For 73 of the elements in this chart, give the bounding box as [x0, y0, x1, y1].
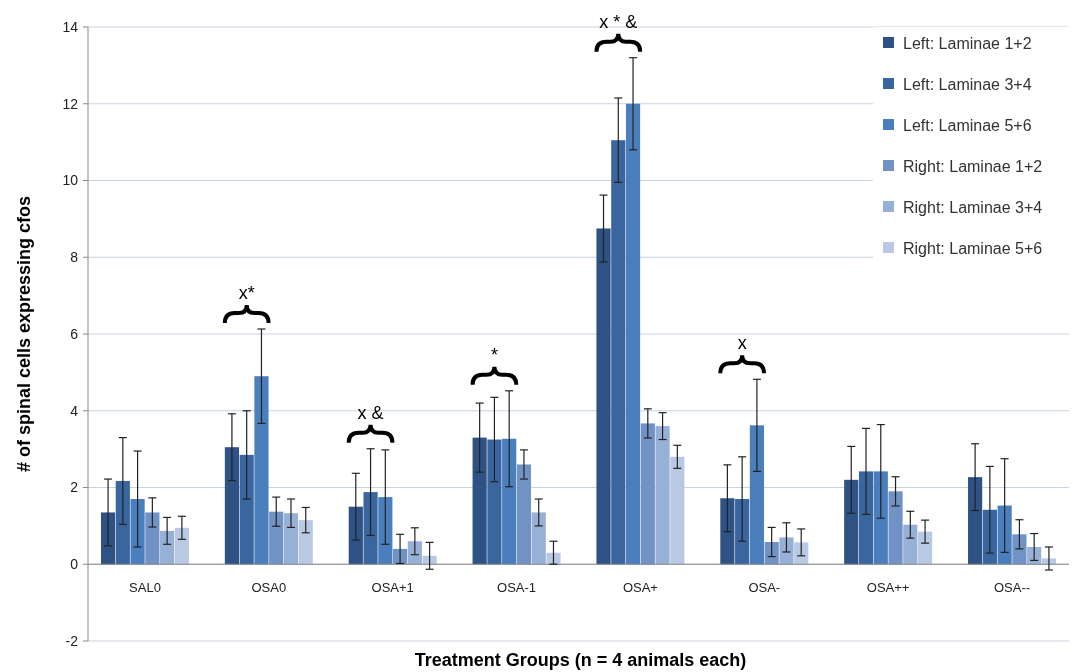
y-tick-label: 0 [70, 556, 79, 573]
x-tick-label: OSA0 [251, 580, 287, 596]
bar [239, 454, 254, 565]
bar [516, 464, 532, 565]
bar [130, 499, 145, 565]
y-tick-label: 12 [62, 95, 79, 112]
bar [283, 513, 299, 565]
y-tick-label: 6 [70, 325, 79, 342]
bar [1027, 546, 1042, 565]
bar [596, 228, 611, 565]
y-axis-title: # of spinal cells expressing cfos [14, 195, 34, 473]
legend-label: Left: Laminae 5+6 [903, 116, 1032, 134]
bar [749, 425, 764, 565]
annotation: x & [357, 402, 384, 423]
annotation: x * & [599, 11, 638, 32]
annotation: x* [238, 283, 255, 304]
x-tick-label: OSA-1 [497, 580, 537, 596]
bar [735, 499, 750, 565]
x-tick-label: OSA- [748, 580, 781, 596]
bar [472, 437, 487, 565]
bar [224, 447, 240, 565]
bar [407, 541, 422, 565]
x-tick-label: OSA+1 [371, 580, 414, 596]
bar [531, 512, 546, 565]
bar [794, 542, 809, 565]
bar [254, 376, 269, 565]
bar [160, 530, 175, 565]
legend-label: Left: Laminae 3+4 [903, 75, 1032, 93]
bar [888, 491, 903, 565]
annotation: * [490, 344, 498, 365]
bar [670, 456, 685, 565]
bar [655, 426, 670, 565]
bar [546, 552, 561, 565]
legend-label: Right: Laminae 3+4 [903, 198, 1043, 216]
bar [145, 512, 160, 565]
y-tick-label: 4 [70, 402, 79, 419]
legend-label: Right: Laminae 5+6 [903, 239, 1043, 257]
legend-label: Left: Laminae 1+2 [903, 34, 1032, 52]
bar [844, 479, 859, 565]
bar [487, 439, 502, 565]
y-tick-label: 10 [62, 172, 79, 189]
bar [917, 531, 933, 565]
bar [968, 477, 983, 565]
bar [764, 541, 779, 565]
x-tick-label: OSA+ [622, 580, 658, 596]
bar [378, 497, 393, 565]
bar [174, 527, 189, 565]
x-tick-label: SAL0 [129, 580, 161, 596]
y-tick-label: 8 [70, 249, 79, 266]
bar [100, 512, 116, 565]
bar [903, 524, 918, 565]
bar [363, 492, 378, 565]
bar [611, 140, 626, 565]
bar [502, 438, 517, 565]
x-tick-label: OSA++ [866, 580, 910, 596]
bar [640, 423, 655, 565]
bar [298, 520, 313, 565]
bar [625, 103, 641, 565]
bar [779, 537, 794, 565]
y-tick-label: 14 [62, 18, 79, 35]
y-tick-label: -2 [65, 632, 79, 649]
y-tick-label: 2 [70, 479, 79, 496]
x-tick-label: OSA-- [993, 580, 1031, 596]
bar [720, 498, 735, 565]
bar [873, 471, 888, 565]
bar [269, 511, 284, 565]
bar [348, 506, 363, 565]
bar [997, 505, 1012, 565]
legend-label: Right: Laminae 1+2 [903, 157, 1043, 175]
x-axis-title: Treatment Groups (n = 4 animals each) [414, 650, 747, 670]
bar [115, 480, 130, 565]
bar [1012, 534, 1027, 565]
annotation: x [737, 333, 747, 354]
